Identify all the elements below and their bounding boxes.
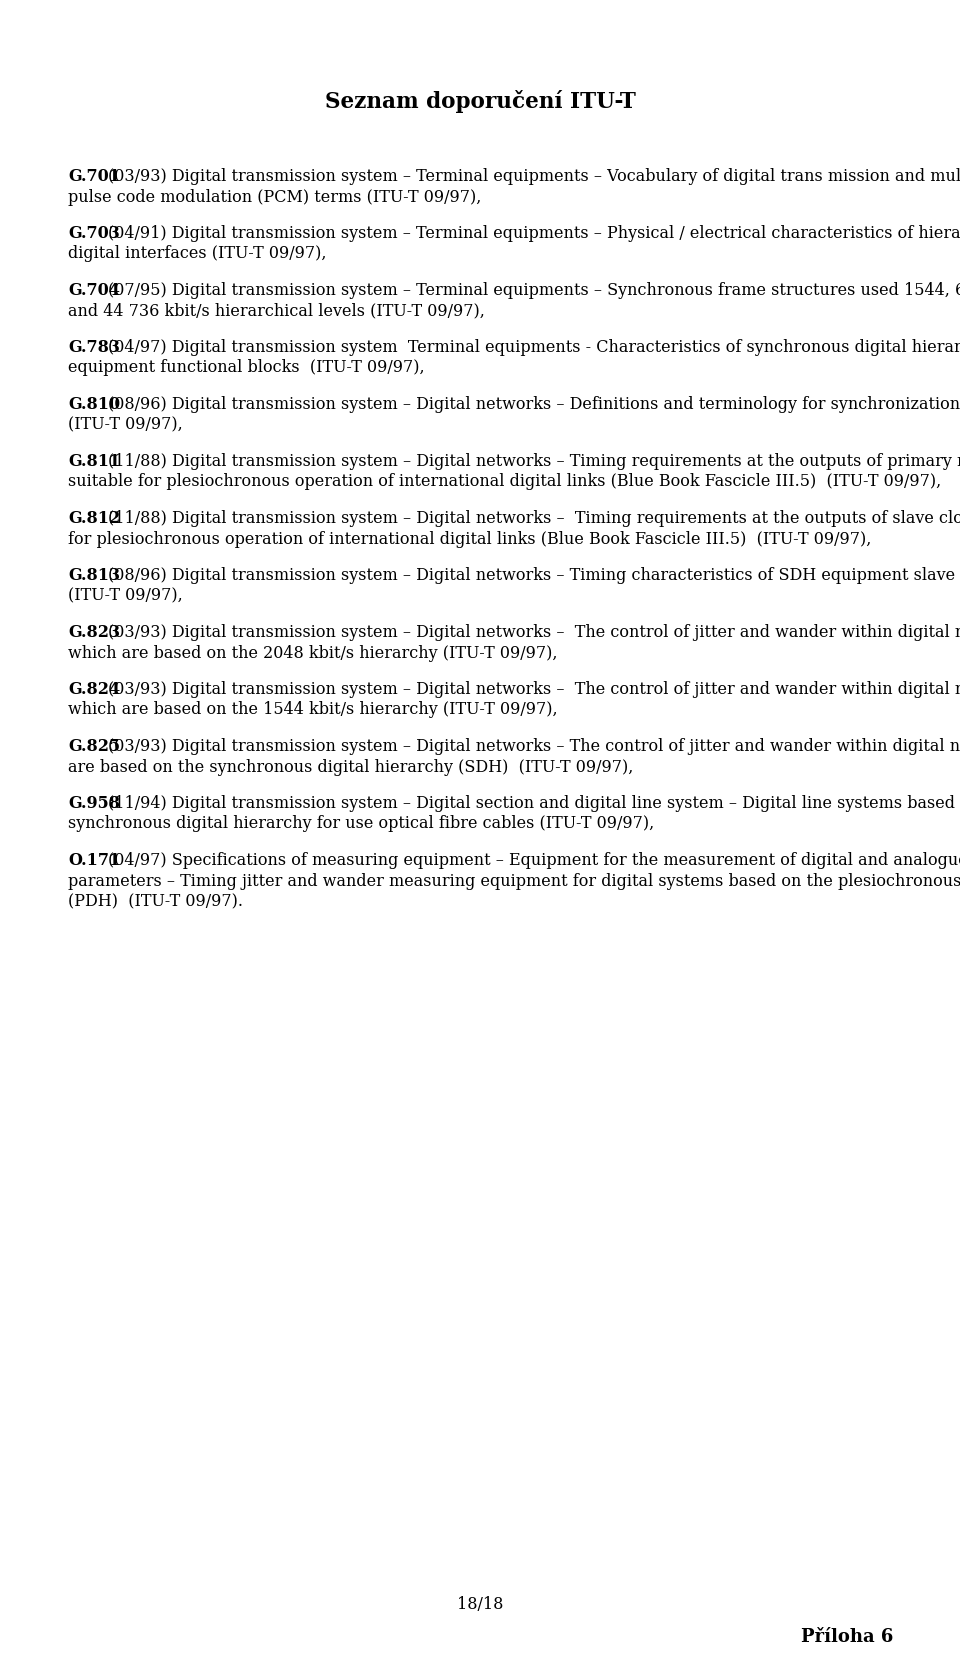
Text: G.824: G.824 — [68, 681, 120, 698]
Text: (08/96) Digital transmission system – Digital networks – Definitions and termino: (08/96) Digital transmission system – Di… — [108, 397, 960, 413]
Text: (07/95) Digital transmission system – Terminal equipments – Synchronous frame st: (07/95) Digital transmission system – Te… — [108, 283, 960, 299]
Text: Příloha 6: Příloha 6 — [801, 1628, 893, 1646]
Text: (03/93) Digital transmission system – Digital networks –  The control of jitter : (03/93) Digital transmission system – Di… — [108, 623, 960, 641]
Text: and 44 736 kbit/s hierarchical levels (ITU-T 09/97),: and 44 736 kbit/s hierarchical levels (I… — [68, 302, 485, 319]
Text: 18/18: 18/18 — [457, 1597, 504, 1613]
Text: G.958: G.958 — [68, 795, 120, 812]
Text: G.783: G.783 — [68, 339, 120, 355]
Text: (04/97) Specifications of measuring equipment – Equipment for the measurement of: (04/97) Specifications of measuring equi… — [108, 851, 960, 869]
Text: (04/91) Digital transmission system – Terminal equipments – Physical / electrica: (04/91) Digital transmission system – Te… — [108, 225, 960, 241]
Text: pulse code modulation (PCM) terms (ITU-T 09/97),: pulse code modulation (PCM) terms (ITU-T… — [68, 188, 481, 205]
Text: O.171: O.171 — [68, 851, 120, 869]
Text: parameters – Timing jitter and wander measuring equipment for digital systems ba: parameters – Timing jitter and wander me… — [68, 873, 960, 889]
Text: (ITU-T 09/97),: (ITU-T 09/97), — [68, 587, 182, 605]
Text: (08/96) Digital transmission system – Digital networks – Timing characteristics : (08/96) Digital transmission system – Di… — [108, 567, 960, 584]
Text: (11/88) Digital transmission system – Digital networks –  Timing requirements at: (11/88) Digital transmission system – Di… — [108, 511, 960, 527]
Text: synchronous digital hierarchy for use optical fibre cables (ITU-T 09/97),: synchronous digital hierarchy for use op… — [68, 815, 655, 833]
Text: G.825: G.825 — [68, 737, 120, 755]
Text: (ITU-T 09/97),: (ITU-T 09/97), — [68, 417, 182, 433]
Text: (11/94) Digital transmission system – Digital section and digital line system – : (11/94) Digital transmission system – Di… — [108, 795, 960, 812]
Text: are based on the synchronous digital hierarchy (SDH)  (ITU-T 09/97),: are based on the synchronous digital hie… — [68, 759, 634, 775]
Text: digital interfaces (ITU-T 09/97),: digital interfaces (ITU-T 09/97), — [68, 246, 326, 263]
Text: G.703: G.703 — [68, 225, 120, 241]
Text: for plesiochronous operation of international digital links (Blue Book Fascicle : for plesiochronous operation of internat… — [68, 531, 872, 547]
Text: (04/97) Digital transmission system  Terminal equipments - Characteristics of sy: (04/97) Digital transmission system Term… — [108, 339, 960, 355]
Text: (11/88) Digital transmission system – Digital networks – Timing requirements at : (11/88) Digital transmission system – Di… — [108, 453, 960, 469]
Text: (03/93) Digital transmission system – Digital networks – The control of jitter a: (03/93) Digital transmission system – Di… — [108, 737, 960, 755]
Text: which are based on the 1544 kbit/s hierarchy (ITU-T 09/97),: which are based on the 1544 kbit/s hiera… — [68, 701, 558, 719]
Text: G.813: G.813 — [68, 567, 120, 584]
Text: equipment functional blocks  (ITU-T 09/97),: equipment functional blocks (ITU-T 09/97… — [68, 359, 424, 377]
Text: G.811: G.811 — [68, 453, 120, 469]
Text: G.704: G.704 — [68, 283, 120, 299]
Text: which are based on the 2048 kbit/s hierarchy (ITU-T 09/97),: which are based on the 2048 kbit/s hiera… — [68, 645, 558, 661]
Text: G.810: G.810 — [68, 397, 120, 413]
Text: G.812: G.812 — [68, 511, 120, 527]
Text: suitable for plesiochronous operation of international digital links (Blue Book : suitable for plesiochronous operation of… — [68, 473, 941, 491]
Text: G.823: G.823 — [68, 623, 120, 641]
Text: Seznam doporučení ITU-T: Seznam doporučení ITU-T — [325, 89, 636, 112]
Text: (PDH)  (ITU-T 09/97).: (PDH) (ITU-T 09/97). — [68, 893, 243, 911]
Text: (03/93) Digital transmission system – Terminal equipments – Vocabulary of digita: (03/93) Digital transmission system – Te… — [108, 169, 960, 185]
Text: G.701: G.701 — [68, 169, 120, 185]
Text: (03/93) Digital transmission system – Digital networks –  The control of jitter : (03/93) Digital transmission system – Di… — [108, 681, 960, 698]
